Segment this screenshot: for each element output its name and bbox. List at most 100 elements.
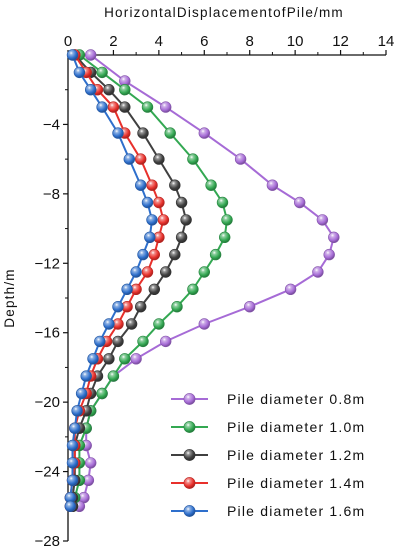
data-point [84,83,97,96]
data-point [96,387,108,400]
legend-entry-4: Pile diameter 1.6m [171,503,364,519]
series-line-0 [78,54,335,507]
data-point [266,179,279,191]
data-point [160,101,172,113]
data-point [80,370,92,382]
y-tick-label-4: −20 [35,394,60,411]
y-tick-label-6: −28 [35,533,60,550]
legend-marker-1 [183,421,196,433]
data-point [205,179,217,191]
x-tick-label-6: 12 [332,33,349,50]
legend-marker-2 [183,449,196,461]
data-point [244,301,256,313]
data-point [137,248,149,261]
data-point [96,101,108,113]
data-point [169,248,181,261]
legend-entry-3: Pile diameter 1.4m [171,475,365,491]
data-point [148,248,161,261]
series-layer [64,49,340,512]
data-point [164,127,176,139]
series-0 [73,49,340,512]
legend-marker-3 [183,477,196,489]
data-point [148,283,161,295]
series-4 [64,49,158,512]
data-point [141,101,154,113]
series-line-3 [69,54,165,507]
data-point [123,153,136,165]
data-point [66,49,79,61]
x-tick-label-1: 2 [109,33,117,50]
data-point [107,370,120,382]
y-tick-label-2: −12 [35,255,60,272]
axes: 0 2 4 6 8 10 12 14 −4 −8 −12 −16 −20 −24 −28 [35,33,395,550]
data-point [135,179,147,191]
legend: Pile diameter 0.8m Pile diameter 1.0m Pi… [171,391,365,519]
x-tick-label-0: 0 [64,33,72,50]
y-tick-label-3: −16 [35,325,60,342]
data-point [146,214,158,226]
series-line-2 [71,54,188,507]
data-point [84,49,97,61]
data-point [221,214,233,226]
data-point [171,301,183,313]
data-point [135,301,147,313]
data-point [153,153,165,165]
data-point [160,266,172,278]
data-point [198,127,211,139]
data-point [157,214,170,226]
data-point [284,283,297,295]
data-point [175,196,188,209]
legend-label-0: Pile diameter 0.8m [227,391,365,407]
x-tick-label-3: 6 [200,33,208,50]
data-point [187,153,199,165]
data-point [141,266,154,278]
data-point [160,335,172,348]
data-point [187,283,199,295]
data-point [130,266,142,278]
legend-marker-0 [183,393,196,405]
y-tick-label-5: −24 [35,464,60,481]
data-point [312,266,324,278]
data-point [71,405,83,417]
data-point [103,353,115,365]
data-point [96,66,108,79]
data-point [119,101,131,113]
data-point [107,101,120,113]
data-point [112,335,124,348]
data-point [73,66,86,79]
y-tick-label-0: −4 [43,116,60,133]
data-point [66,474,79,486]
data-point [209,248,222,261]
data-point [64,500,77,512]
data-point [103,318,115,330]
data-point [121,283,133,295]
x-tick-label-5: 10 [287,33,304,50]
data-point [119,83,131,96]
data-point [66,439,79,452]
data-point [294,196,306,209]
data-point [130,353,142,365]
data-point [153,318,165,330]
series-1 [66,49,233,512]
data-point [84,457,97,469]
legend-label-3: Pile diameter 1.4m [227,475,365,491]
data-point [137,335,149,348]
data-point [316,214,329,226]
data-point [137,127,149,139]
legend-entry-2: Pile diameter 1.2m [171,447,364,463]
data-point [112,301,124,313]
data-point [198,266,211,278]
data-point [119,353,131,365]
data-point [169,179,181,191]
data-point [125,318,138,330]
legend-entry-0: Pile diameter 0.8m [171,391,365,407]
y-axis-title: Depth/m [2,268,17,327]
data-point [103,83,115,96]
legend-label-1: Pile diameter 1.0m [227,419,365,435]
x-axis-title: HorizontalDisplacementofPile/mm [104,5,344,20]
data-point [328,231,340,244]
x-tick-label-7: 14 [378,33,395,50]
data-point [75,387,88,400]
